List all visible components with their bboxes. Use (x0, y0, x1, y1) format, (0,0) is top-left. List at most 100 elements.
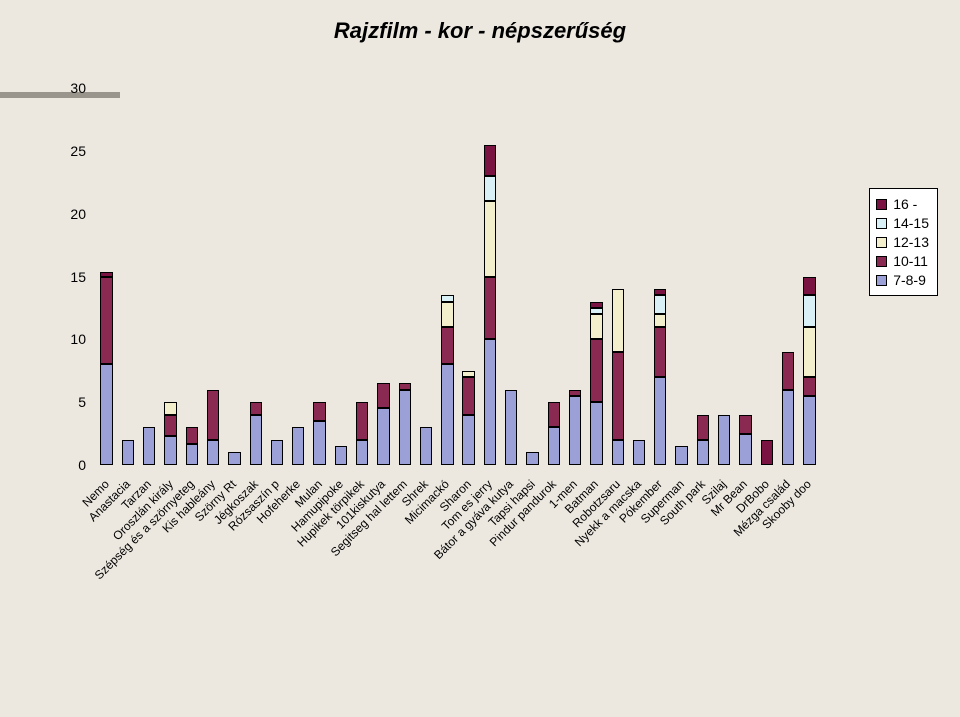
bar-segment-s1011 (697, 415, 709, 440)
bar-segment-s789 (228, 452, 240, 465)
bar (271, 440, 283, 465)
bar-segment-s1415 (654, 295, 666, 314)
bar (548, 402, 560, 465)
bar-segment-s789 (505, 390, 517, 465)
bar-segment-s789 (697, 440, 709, 465)
bar-segment-s1213 (164, 402, 176, 415)
chart-title: Rajzfilm - kor - népszerűség (0, 18, 960, 44)
bar-segment-s1213 (484, 201, 496, 276)
bar (313, 402, 325, 465)
bar-segment-s789 (143, 427, 155, 465)
bar-segment-s16 (484, 145, 496, 176)
bar (739, 415, 751, 465)
legend-swatch (876, 275, 887, 286)
y-tick-label: 25 (70, 143, 86, 159)
bar (484, 145, 496, 465)
bar (675, 446, 687, 465)
legend-item: 7-8-9 (876, 272, 929, 288)
bar-segment-s789 (356, 440, 368, 465)
bar-segment-s789 (186, 444, 198, 465)
y-tick-label: 20 (70, 206, 86, 222)
bar (122, 440, 134, 465)
bar-segment-s1415 (803, 295, 815, 326)
bar-segment-s789 (250, 415, 262, 465)
bar-segment-s16 (803, 277, 815, 296)
bar-segment-s1011 (356, 402, 368, 440)
bar (697, 415, 709, 465)
bar-segment-s789 (271, 440, 283, 465)
y-tick-label: 5 (78, 394, 86, 410)
bar (100, 272, 112, 466)
bar (399, 383, 411, 465)
bar-segment-s1011 (739, 415, 751, 434)
bar (377, 383, 389, 465)
legend-item: 10-11 (876, 253, 929, 269)
bar-segment-s1011 (548, 402, 560, 427)
bar (761, 440, 773, 465)
bar (143, 427, 155, 465)
bar-segment-s789 (739, 434, 751, 465)
bar-segment-s789 (654, 377, 666, 465)
bar (164, 402, 176, 465)
bar (612, 289, 624, 465)
legend-item: 14-15 (876, 215, 929, 231)
bar (292, 427, 304, 465)
bar-segment-s789 (164, 436, 176, 465)
bar-segment-s789 (207, 440, 219, 465)
bar (441, 295, 453, 465)
chart-stage: Rajzfilm - kor - népszerűség 05101520253… (0, 0, 960, 717)
bar (590, 302, 602, 465)
bar-segment-s789 (100, 364, 112, 465)
y-tick-label: 30 (70, 80, 86, 96)
bar-segment-s1011 (207, 390, 219, 440)
bar-segment-s1011 (782, 352, 794, 390)
legend-label: 12-13 (893, 234, 929, 250)
bar-segment-s1213 (441, 302, 453, 327)
bar-segment-s789 (292, 427, 304, 465)
bar (803, 277, 815, 465)
bar (654, 289, 666, 465)
bar-segment-s789 (590, 402, 602, 465)
bar-segment-s789 (399, 390, 411, 465)
bar-segment-s1213 (803, 327, 815, 377)
bar (526, 452, 538, 465)
bar (782, 352, 794, 465)
bar-segment-s1011 (654, 327, 666, 377)
bar (335, 446, 347, 465)
bar (356, 402, 368, 465)
legend-swatch (876, 218, 887, 229)
bar-segment-s1011 (250, 402, 262, 415)
bar (250, 402, 262, 465)
bar-segment-s789 (569, 396, 581, 465)
bar-segment-s1011 (377, 383, 389, 408)
bar-segment-s789 (462, 415, 474, 465)
bar (569, 390, 581, 465)
bar-segment-s789 (675, 446, 687, 465)
bar-segment-s789 (420, 427, 432, 465)
y-tick-label: 15 (70, 269, 86, 285)
bar (505, 390, 517, 465)
bar (633, 440, 645, 465)
bar (186, 427, 198, 465)
bar (228, 452, 240, 465)
bar-segment-s789 (313, 421, 325, 465)
bar-segment-s789 (548, 427, 560, 465)
bar-segment-s1213 (654, 314, 666, 327)
legend-swatch (876, 256, 887, 267)
bar-segment-s1011 (100, 277, 112, 365)
bar-segment-s1415 (484, 176, 496, 201)
bar-segment-s789 (526, 452, 538, 465)
bar-segment-s789 (718, 415, 730, 465)
bar (718, 415, 730, 465)
legend-swatch (876, 199, 887, 210)
bar-segment-s789 (335, 446, 347, 465)
bar-segment-s789 (484, 339, 496, 465)
bar-segment-s1011 (484, 277, 496, 340)
bar-segment-s789 (377, 408, 389, 465)
legend-label: 7-8-9 (893, 272, 926, 288)
y-tick-label: 10 (70, 331, 86, 347)
bar-segment-s16 (761, 440, 773, 465)
bar (420, 427, 432, 465)
bar-segment-s1011 (164, 415, 176, 436)
bar-segment-s789 (803, 396, 815, 465)
